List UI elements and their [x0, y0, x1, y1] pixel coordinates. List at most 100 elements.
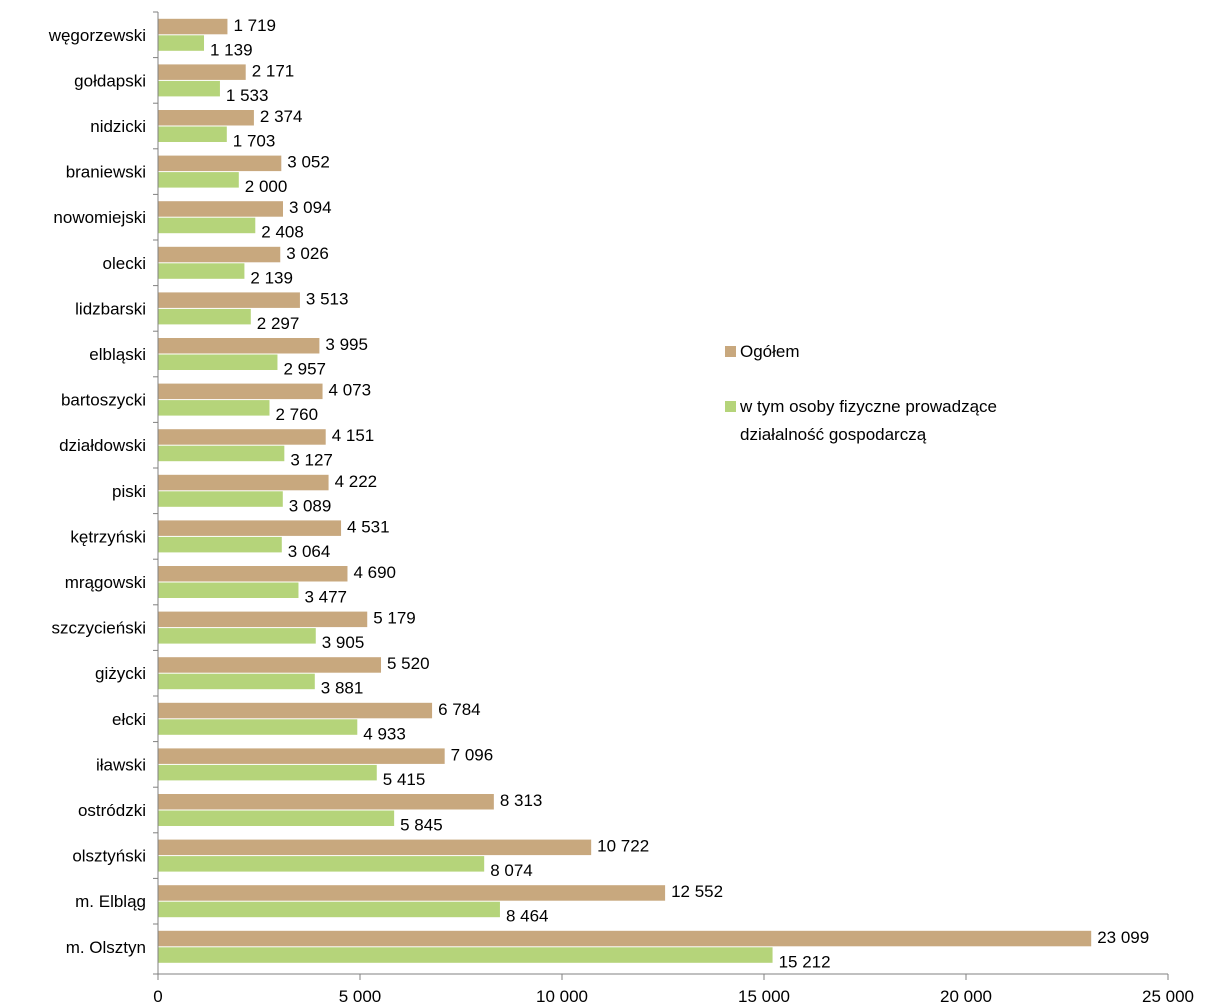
category-label-ostródzki: ostródzki: [78, 801, 146, 820]
data-label-ogolem-giżycki: 5 520: [387, 654, 430, 673]
bar-osoby-fizyczne-gołdapski: [158, 80, 220, 97]
bar-osoby-fizyczne-działdowski: [158, 445, 285, 462]
bar-osoby-fizyczne-elbląski: [158, 354, 278, 370]
category-label-węgorzewski: węgorzewski: [48, 26, 146, 45]
data-label-ogolem-m-elbląg: 12 552: [671, 882, 723, 901]
bar-ogolem-działdowski: [158, 429, 326, 445]
bar-osoby-fizyczne-ostródzki: [158, 810, 395, 826]
data-label-osoby-fizyczne-kętrzyński: 3 064: [288, 542, 331, 561]
x-tick-label: 25 000: [1142, 987, 1194, 1006]
data-label-osoby-fizyczne-ostródzki: 5 845: [400, 816, 443, 835]
x-tick-label: 10 000: [536, 987, 588, 1006]
bar-ogolem-lidzbarski: [158, 292, 300, 308]
bar-ogolem-kętrzyński: [158, 520, 342, 536]
bar-ogolem-olecki: [158, 246, 281, 263]
bar-osoby-fizyczne-olsztyński: [158, 856, 485, 872]
bar-osoby-fizyczne-m-elbląg: [158, 901, 500, 918]
data-label-osoby-fizyczne-olecki: 2 139: [250, 268, 293, 287]
x-tick-label: 20 000: [940, 987, 992, 1006]
data-label-osoby-fizyczne-elbląski: 2 957: [283, 360, 326, 379]
bar-osoby-fizyczne-lidzbarski: [158, 308, 251, 325]
bar-osoby-fizyczne-bartoszycki: [158, 400, 270, 416]
bar-ogolem-m-elbląg: [158, 885, 666, 901]
bar-osoby-fizyczne-szczycieński: [158, 628, 316, 644]
bar-ogolem-ostródzki: [158, 794, 494, 810]
data-label-ogolem-olecki: 3 026: [286, 244, 329, 263]
data-label-osoby-fizyczne-węgorzewski: 1 139: [210, 40, 253, 59]
data-label-ogolem-gołdapski: 2 171: [252, 61, 295, 80]
data-label-osoby-fizyczne-giżycki: 3 881: [321, 679, 364, 698]
data-label-osoby-fizyczne-ełcki: 4 933: [363, 724, 406, 743]
bar-ogolem-elbląski: [158, 338, 320, 354]
bar-osoby-fizyczne-m-olsztyn: [158, 947, 773, 963]
legend-swatch-osoby-fizyczne: [725, 401, 736, 412]
category-label-m-olsztyn: m. Olsztyn: [66, 938, 146, 957]
data-label-ogolem-nidzicki: 2 374: [260, 107, 303, 126]
category-label-ełcki: ełcki: [112, 710, 146, 729]
bar-ogolem-ełcki: [158, 702, 433, 719]
data-label-osoby-fizyczne-braniewski: 2 000: [245, 177, 288, 196]
bar-ogolem-nidzicki: [158, 110, 254, 126]
legend-label-osoby-fizyczne-line1: w tym osoby fizyczne prowadzące: [739, 397, 997, 416]
bar-osoby-fizyczne-braniewski: [158, 172, 239, 188]
legend-label-ogolem: Ogółem: [740, 342, 800, 361]
bar-ogolem-nowomiejski: [158, 201, 283, 217]
data-label-ogolem-węgorzewski: 1 719: [233, 16, 276, 35]
data-label-osoby-fizyczne-iławski: 5 415: [383, 770, 426, 789]
bar-ogolem-mrągowski: [158, 566, 348, 582]
bar-ogolem-m-olsztyn: [158, 930, 1092, 947]
bar-ogolem-braniewski: [158, 155, 282, 172]
bar-osoby-fizyczne-giżycki: [158, 673, 315, 690]
data-label-osoby-fizyczne-m-elbląg: 8 464: [506, 907, 549, 926]
category-label-mrągowski: mrągowski: [65, 573, 146, 592]
data-label-ogolem-działdowski: 4 151: [332, 426, 375, 445]
data-label-osoby-fizyczne-działdowski: 3 127: [290, 451, 333, 470]
bars-group: 1 719 1 139 2 171 1 533 2 374 1 703 3 052 2 000…: [158, 16, 1149, 971]
legend-label-osoby-fizyczne-line2: działalność gospodarczą: [740, 425, 927, 444]
category-label-nowomiejski: nowomiejski: [53, 208, 146, 227]
legend-swatch-ogolem: [725, 346, 736, 357]
bar-ogolem-bartoszycki: [158, 383, 323, 400]
bar-osoby-fizyczne-olecki: [158, 263, 245, 279]
bar-osoby-fizyczne-kętrzyński: [158, 536, 282, 553]
category-label-m-elbląg: m. Elbląg: [75, 892, 146, 911]
bar-ogolem-szczycieński: [158, 611, 368, 628]
data-label-ogolem-olsztyński: 10 722: [597, 837, 649, 856]
data-label-osoby-fizyczne-olsztyński: 8 074: [490, 861, 533, 880]
x-tick-label: 5 000: [339, 987, 382, 1006]
data-label-osoby-fizyczne-szczycieński: 3 905: [322, 633, 365, 652]
category-label-gołdapski: gołdapski: [74, 71, 146, 90]
category-label-elbląski: elbląski: [89, 345, 146, 364]
category-label-olecki: olecki: [103, 254, 146, 273]
data-label-osoby-fizyczne-nowomiejski: 2 408: [261, 223, 304, 242]
category-label-braniewski: braniewski: [66, 163, 146, 182]
data-label-ogolem-ostródzki: 8 313: [500, 791, 543, 810]
bar-osoby-fizyczne-nidzicki: [158, 126, 227, 142]
bar-osoby-fizyczne-piski: [158, 491, 283, 507]
x-tick-label: 0: [153, 987, 162, 1006]
data-label-ogolem-szczycieński: 5 179: [373, 609, 416, 628]
data-label-osoby-fizyczne-gołdapski: 1 533: [226, 86, 269, 105]
data-label-osoby-fizyczne-nidzicki: 1 703: [233, 132, 276, 151]
bar-ogolem-olsztyński: [158, 839, 592, 856]
category-label-lidzbarski: lidzbarski: [75, 299, 146, 318]
category-label-szczycieński: szczycieński: [52, 619, 146, 638]
data-label-osoby-fizyczne-bartoszycki: 2 760: [276, 405, 319, 424]
data-label-ogolem-ełcki: 6 784: [438, 700, 481, 719]
x-tick-label: 15 000: [738, 987, 790, 1006]
bar-ogolem-iławski: [158, 748, 445, 764]
category-label-bartoszycki: bartoszycki: [61, 391, 146, 410]
data-label-osoby-fizyczne-mrągowski: 3 477: [304, 588, 347, 607]
data-label-osoby-fizyczne-lidzbarski: 2 297: [257, 314, 300, 333]
category-label-kętrzyński: kętrzyński: [70, 527, 146, 546]
data-label-ogolem-elbląski: 3 995: [325, 335, 368, 354]
data-label-ogolem-lidzbarski: 3 513: [306, 289, 349, 308]
axes-group: węgorzewski gołdapski nidzicki braniewski no…: [48, 11, 1194, 1006]
data-label-ogolem-nowomiejski: 3 094: [289, 198, 332, 217]
bar-ogolem-giżycki: [158, 657, 382, 673]
bar-osoby-fizyczne-iławski: [158, 764, 377, 781]
data-label-ogolem-iławski: 7 096: [451, 745, 494, 764]
data-label-ogolem-bartoszycki: 4 073: [329, 381, 372, 400]
data-label-osoby-fizyczne-m-olsztyn: 15 212: [779, 952, 831, 971]
